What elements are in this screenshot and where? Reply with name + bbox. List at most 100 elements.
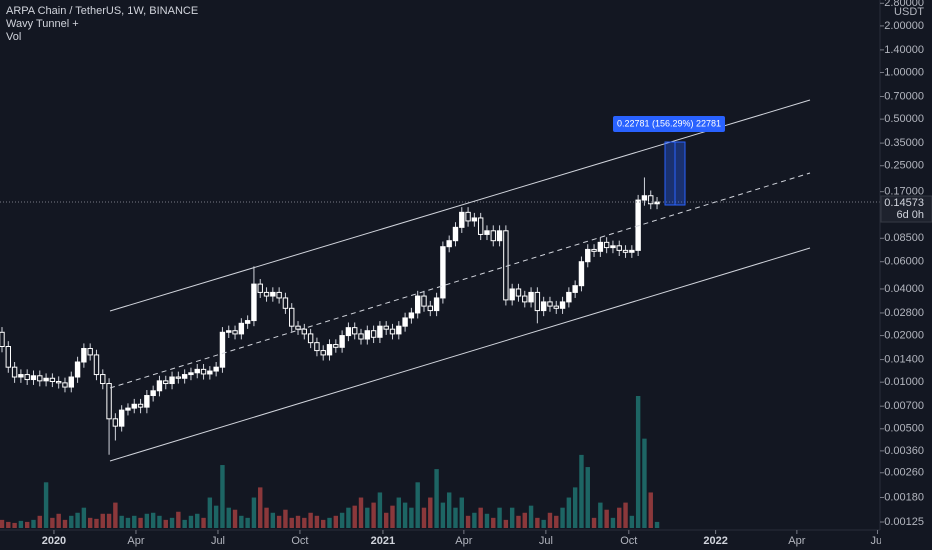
candle-body bbox=[528, 291, 534, 303]
candle-body bbox=[622, 249, 629, 253]
volume-bar bbox=[0, 519, 5, 528]
candle-body bbox=[547, 301, 553, 307]
volume-bar bbox=[270, 512, 276, 528]
candle-body bbox=[389, 328, 396, 335]
x-tick-label: Oct bbox=[291, 535, 308, 547]
volume-bar bbox=[535, 517, 540, 528]
candle-body bbox=[345, 327, 352, 337]
candle-body bbox=[459, 211, 465, 228]
volume-bar bbox=[629, 515, 635, 528]
candle-body bbox=[30, 375, 37, 381]
indicator: Vol bbox=[6, 31, 21, 43]
candle-body bbox=[509, 288, 515, 301]
candle-body bbox=[106, 383, 112, 420]
y-tick-label: 1.40000 bbox=[884, 44, 924, 56]
indicator: Wavy Tunnel + bbox=[6, 18, 79, 30]
volume-bar bbox=[163, 519, 168, 528]
candle-body bbox=[150, 390, 156, 397]
volume-bar bbox=[446, 492, 452, 528]
y-tick-label: 0.25000 bbox=[884, 160, 924, 172]
volume-bar bbox=[283, 509, 288, 528]
volume-bar bbox=[321, 519, 326, 528]
candle-body bbox=[591, 248, 597, 252]
candle-body bbox=[314, 342, 320, 352]
candle-body bbox=[156, 380, 163, 392]
volume-bar bbox=[169, 517, 175, 528]
volume-bar bbox=[383, 512, 389, 528]
candle-body bbox=[452, 226, 459, 242]
volume-bar bbox=[554, 515, 559, 528]
volume-bar bbox=[43, 482, 49, 528]
candle-body bbox=[534, 291, 541, 312]
candle-body bbox=[553, 305, 559, 309]
y-tick-label: 0.00180 bbox=[884, 491, 924, 503]
candle-body bbox=[446, 240, 452, 248]
candle-body bbox=[87, 348, 93, 356]
volume-bar bbox=[50, 517, 55, 528]
volume-bar bbox=[365, 507, 370, 528]
candle-body bbox=[440, 246, 446, 299]
price-tag bbox=[880, 195, 932, 223]
candle-body bbox=[339, 335, 345, 348]
volume-bar bbox=[56, 513, 61, 528]
candle-body bbox=[515, 288, 522, 297]
candle-body bbox=[163, 380, 169, 385]
candle-body bbox=[49, 377, 56, 383]
volume-bar bbox=[472, 512, 477, 528]
volume-bar bbox=[428, 497, 433, 528]
volume-bar bbox=[37, 515, 42, 528]
y-tick-label: 0.02000 bbox=[884, 329, 924, 341]
volume-bar bbox=[346, 507, 351, 528]
candle-body bbox=[610, 245, 616, 249]
y-tick-label: 0.00125 bbox=[884, 516, 924, 528]
volume-bar bbox=[560, 507, 565, 528]
volume-bar bbox=[604, 509, 609, 528]
y-tick-label: 1.00000 bbox=[884, 66, 924, 78]
candle-body bbox=[200, 368, 207, 375]
candle-body bbox=[0, 331, 5, 348]
candle-body bbox=[484, 230, 490, 235]
volume-bar bbox=[491, 517, 496, 528]
candle-body bbox=[616, 245, 622, 251]
candle-body bbox=[522, 295, 528, 303]
volume-bar bbox=[314, 515, 320, 528]
volume-bar bbox=[497, 507, 502, 528]
x-tick-label: Apr bbox=[455, 535, 472, 547]
volume-bar bbox=[642, 438, 647, 528]
countdown: 6d 0h bbox=[896, 209, 924, 221]
candle-body bbox=[188, 372, 194, 376]
candle-body bbox=[251, 283, 257, 322]
candle-body bbox=[74, 361, 81, 378]
x-tick-label: Jul bbox=[870, 535, 884, 547]
volume-bar bbox=[113, 502, 118, 528]
candle-body bbox=[629, 249, 635, 253]
volume-bar bbox=[150, 512, 156, 528]
candle-body bbox=[358, 333, 364, 340]
candle-body bbox=[11, 366, 18, 378]
candle-body bbox=[364, 330, 371, 340]
candle-body bbox=[648, 195, 654, 205]
y-tick-label: 0.06000 bbox=[884, 256, 924, 268]
volume-bar bbox=[528, 505, 534, 528]
volume-bar bbox=[396, 497, 402, 528]
candle-body bbox=[93, 354, 100, 376]
x-tick-label: Jul bbox=[539, 535, 553, 547]
candle-body bbox=[219, 331, 226, 368]
volume-bar bbox=[31, 519, 36, 528]
y-tick-label: 0.00360 bbox=[884, 445, 924, 457]
volume-bar bbox=[62, 519, 68, 528]
candle-body bbox=[465, 211, 471, 222]
volume-bar bbox=[308, 512, 313, 528]
candle-body bbox=[257, 283, 263, 293]
candle-body bbox=[68, 376, 74, 388]
candle-body bbox=[226, 330, 232, 333]
y-tick-label: 0.00500 bbox=[884, 423, 924, 435]
volume-bar bbox=[409, 507, 414, 528]
volume-bar bbox=[648, 492, 653, 528]
candle-body bbox=[301, 328, 308, 335]
volume-bar bbox=[610, 517, 616, 528]
drawings: 0.22781 (156.29%) 22781 bbox=[109, 99, 811, 462]
candle-body bbox=[433, 297, 440, 312]
candle-body bbox=[194, 368, 200, 374]
